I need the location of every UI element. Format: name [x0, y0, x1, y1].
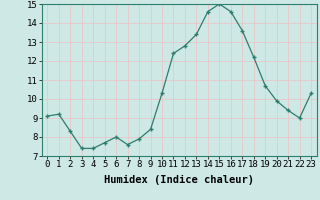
X-axis label: Humidex (Indice chaleur): Humidex (Indice chaleur)	[104, 175, 254, 185]
